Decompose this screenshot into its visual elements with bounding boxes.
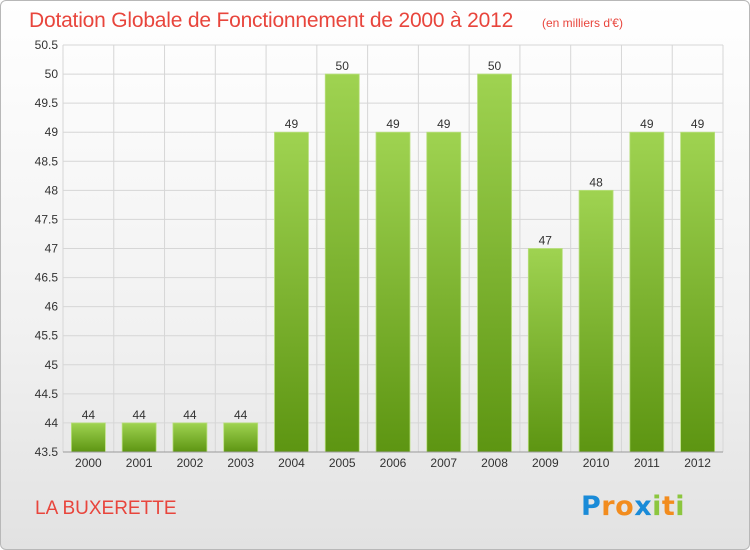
bar-value-label: 49 (285, 117, 299, 131)
y-tick-label: 43.5 (35, 445, 59, 459)
y-tick-label: 48.5 (35, 154, 59, 168)
logo-letter: i (675, 491, 686, 522)
axes: 43.5 44 44.5 45 45.5 46 46.5 47 47.5 48 48.5 49 49.5… (35, 38, 723, 470)
y-tick-label: 45 (45, 358, 59, 372)
bar[interactable] (223, 422, 259, 453)
bar-value-label: 44 (82, 408, 96, 422)
bar[interactable] (324, 73, 360, 453)
x-tick-label: 2000 (75, 456, 102, 470)
logo-letter: i (652, 491, 662, 522)
bar-value-label: 47 (539, 234, 553, 248)
x-tick-label: 2002 (177, 456, 204, 470)
y-tick-label: 47.5 (35, 212, 59, 226)
y-tick-label: 44.5 (35, 387, 59, 401)
bar[interactable] (477, 73, 512, 453)
y-tick-label: 48 (45, 183, 59, 197)
bar[interactable] (172, 422, 208, 453)
logo-letter: o (615, 491, 635, 522)
x-tick-label: 2007 (430, 456, 457, 470)
bar-value-label: 49 (437, 117, 451, 131)
bar-value-label: 49 (691, 117, 705, 131)
bars: 44 44 44 44 49 50 49 49 50 47 48 49 49 (70, 59, 716, 453)
x-tick-label: 2008 (481, 456, 508, 470)
bar[interactable] (426, 131, 462, 453)
bar-value-label: 50 (336, 59, 350, 73)
y-tick-label: 44 (45, 416, 59, 430)
bar-value-label: 49 (386, 117, 400, 131)
x-tick-label: 2004 (278, 456, 305, 470)
bar-value-label: 44 (183, 408, 197, 422)
chart-unit: (en milliers d'€) (542, 16, 623, 30)
commune-name: LA BUXERETTE (35, 498, 177, 519)
logo-letter: t (661, 491, 676, 522)
proxiti-logo[interactable]: Proxiti (581, 491, 685, 522)
y-tick-label: 50.5 (35, 38, 59, 52)
x-tick-label: 2001 (126, 456, 153, 470)
y-tick-label: 49.5 (35, 96, 59, 110)
bar-value-label: 50 (488, 59, 502, 73)
x-tick-label: 2012 (684, 456, 711, 470)
x-tick-label: 2010 (583, 456, 610, 470)
logo-letter: P (581, 491, 602, 522)
bar[interactable] (680, 131, 716, 453)
x-tick-label: 2003 (227, 456, 254, 470)
bar-value-label: 44 (234, 408, 248, 422)
bar[interactable] (70, 422, 106, 453)
bar[interactable] (629, 131, 665, 453)
x-tick-label: 2006 (380, 456, 407, 470)
y-tick-label: 45.5 (35, 329, 59, 343)
logo-letter: r (601, 491, 616, 522)
bar[interactable] (375, 131, 411, 453)
bar[interactable] (121, 422, 157, 453)
y-tick-label: 49 (45, 125, 59, 139)
bar-value-label: 49 (640, 117, 654, 131)
x-tick-label: 2009 (532, 456, 559, 470)
y-tick-label: 46 (45, 300, 59, 314)
bar[interactable] (527, 248, 563, 453)
y-tick-label: 50 (45, 67, 59, 81)
bar-value-label: 44 (132, 408, 146, 422)
bar[interactable] (578, 189, 614, 453)
chart-title: Dotation Globale de Fonctionnement de 20… (29, 9, 514, 32)
logo-letter: x (634, 491, 653, 522)
x-tick-label: 2011 (634, 456, 660, 470)
bar[interactable] (274, 131, 309, 453)
y-tick-label: 47 (45, 242, 59, 256)
x-tick-label: 2005 (329, 456, 356, 470)
bar-value-label: 48 (589, 175, 603, 189)
y-tick-label: 46.5 (35, 271, 59, 285)
